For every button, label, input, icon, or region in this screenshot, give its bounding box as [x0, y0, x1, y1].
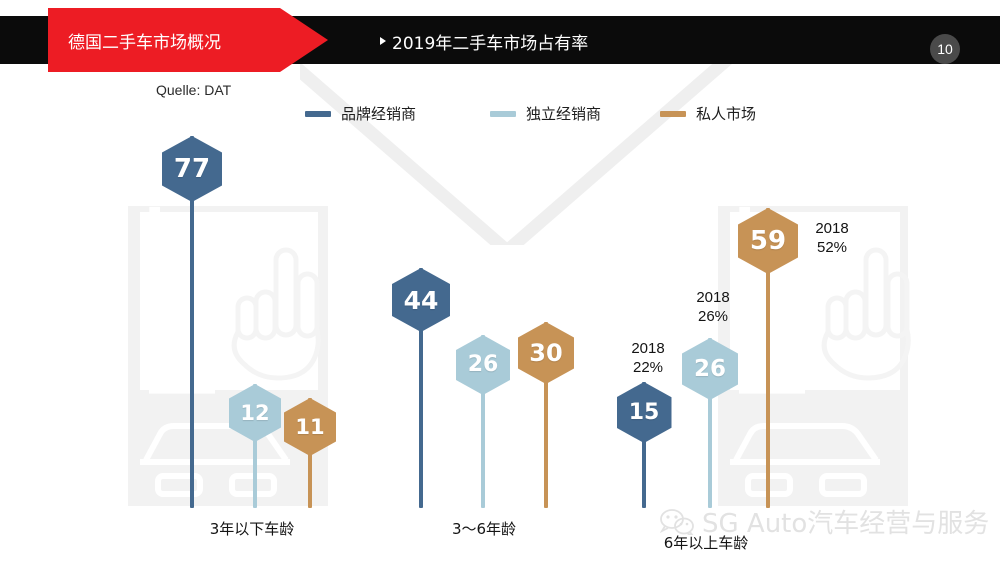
footer-watermark-text: SG Auto汽车经营与服务 — [702, 509, 990, 539]
pin-hexagon: 15 — [616, 382, 672, 443]
page-title-text: 2019年二手车市场占有率 — [392, 33, 589, 54]
previous-year-note: 2018 22% — [608, 340, 688, 378]
footer-watermark: SG Auto汽车经营与服务 — [660, 503, 989, 540]
pin-stem — [190, 136, 194, 508]
pin-value-label: 77 — [173, 154, 211, 184]
previous-year-note: 2018 26% — [673, 289, 753, 327]
pin-hexagon: 12 — [229, 384, 281, 442]
pin-value-label: 15 — [628, 399, 660, 425]
legend-swatch-icon — [490, 110, 516, 117]
legend-item-3[interactable]: 私人市场 — [660, 103, 756, 124]
pin-hexagon: 26 — [456, 335, 510, 395]
pin-hexagon: 26 — [682, 338, 738, 400]
legend-item-label: 私人市场 — [696, 105, 757, 123]
legend-item-2[interactable]: 独立经销商 — [490, 103, 601, 124]
legend-item-label: 品牌经销商 — [341, 105, 417, 123]
source-note: Quelle: DAT — [156, 82, 232, 98]
page-title: 2019年二手车市场占有率 — [380, 28, 588, 54]
page-number-badge: 10 — [930, 34, 960, 64]
triangle-right-icon — [380, 37, 386, 45]
pin-value-label: 44 — [403, 285, 439, 315]
pin-hexagon: 77 — [162, 136, 222, 202]
pin-stem — [708, 338, 712, 508]
category-axis-label: 6年以上车龄 — [663, 534, 749, 552]
page-number-text: 10 — [937, 41, 953, 57]
section-banner: 德国二手车市场概况 — [48, 8, 328, 72]
pin-stem — [481, 335, 485, 508]
legend-item-1[interactable]: 品牌经销商 — [305, 103, 416, 124]
pin-hexagon: 30 — [518, 322, 574, 384]
pin-stem — [544, 322, 548, 508]
previous-year-label: 2018 — [696, 289, 730, 306]
pin-value-label: 26 — [467, 352, 499, 377]
pin-value-label: 30 — [529, 339, 563, 367]
pin-stem — [766, 208, 770, 508]
pin-stem — [642, 382, 646, 508]
previous-year-value: 52% — [816, 238, 848, 256]
pin-stem — [253, 384, 257, 508]
previous-year-label: 2018 — [815, 220, 849, 237]
category-axis-label: 3～6年龄 — [451, 520, 517, 538]
pin-value-label: 11 — [295, 414, 325, 439]
pin-hexagon: 11 — [284, 398, 336, 456]
legend-swatch-icon — [305, 110, 331, 117]
pin-stem — [419, 268, 423, 508]
pin-hexagon: 44 — [392, 268, 450, 332]
pin-value-label: 26 — [693, 355, 726, 382]
previous-year-note: 2018 52% — [792, 220, 872, 258]
legend-item-label: 独立经销商 — [526, 105, 602, 123]
pin-value-label: 59 — [749, 226, 787, 256]
legend-swatch-icon — [660, 110, 686, 117]
pin-hexagon: 59 — [738, 208, 798, 274]
previous-year-value: 26% — [697, 307, 729, 325]
pin-value-label: 12 — [240, 400, 270, 425]
wechat-icon — [660, 508, 694, 535]
section-banner-label: 德国二手车市场概况 — [68, 32, 221, 53]
category-axis-label: 3年以下车龄 — [209, 520, 295, 538]
previous-year-label: 2018 — [631, 340, 665, 357]
previous-year-value: 22% — [632, 358, 664, 376]
